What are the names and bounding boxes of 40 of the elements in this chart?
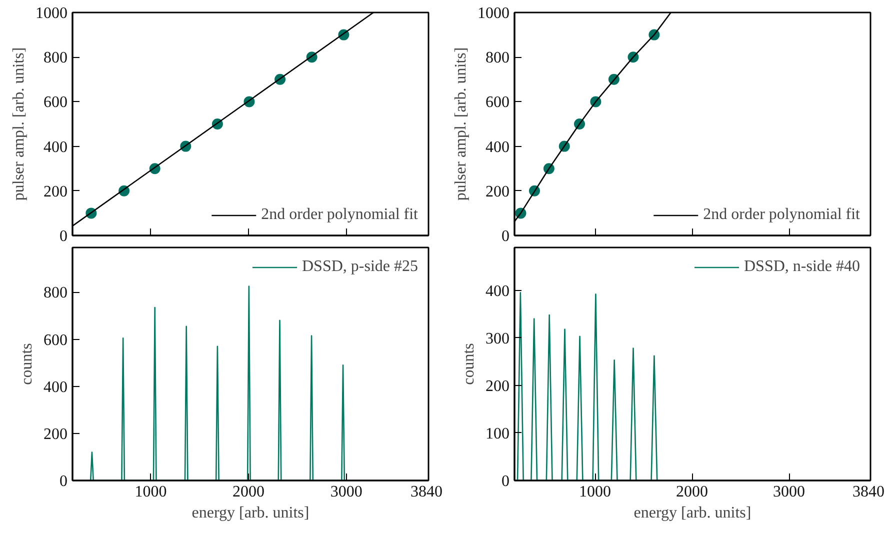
x-tick-label: 1000 [579,484,612,500]
x-tick-label: 2000 [232,484,265,500]
y-axis-title: pulser ampl. [arb. units] [10,47,28,201]
y-axis-title: counts [460,343,478,385]
x-axis-title: energy [arb. units] [192,504,310,522]
x-tick-label: 1000 [134,484,167,500]
y-tick-label: 200 [44,426,68,443]
x-tick-label: 2000 [676,484,708,500]
y-tick-label: 0 [60,473,68,490]
y-tick-label: 200 [486,183,510,200]
y-tick-label: 800 [44,284,68,302]
y-tick-label: 800 [44,50,68,67]
x-tick-label: 3000 [330,484,362,500]
y-tick-label: 800 [486,50,510,67]
x-tick-label: 3840 [410,484,442,500]
y-tick-label: 600 [44,94,68,112]
y-tick-label: 400 [44,378,68,396]
y-tick-label: 600 [44,332,68,349]
y-tick-label: 300 [486,330,510,348]
y-tick-label: 100 [486,425,510,442]
x-axis-title: energy [arb. units] [634,504,752,522]
y-axis-title: counts [18,343,36,385]
y-tick-label: 0 [60,228,68,245]
legend-label: DSSD, n-side #40 [744,258,860,276]
y-tick-label: 1000 [478,5,510,22]
x-tick-label: 3840 [852,484,884,500]
y-tick-label: 0 [502,473,510,490]
y-tick-label: 400 [486,282,510,300]
y-tick-label: 200 [486,378,510,395]
y-tick-label: 400 [44,138,68,156]
legend-label: 2nd order polynomial fit [703,206,860,224]
y-tick-label: 600 [486,94,510,112]
x-tick-label: 3000 [773,484,806,500]
legend-label: DSSD, p-side #25 [302,258,418,276]
legend-label: 2nd order polynomial fit [261,206,418,224]
y-tick-label: 400 [486,138,510,156]
y-tick-label: 1000 [36,5,68,22]
y-axis-title: pulser ampl. [arb. units] [452,47,470,201]
y-tick-label: 200 [44,183,68,200]
y-tick-label: 0 [502,228,510,245]
